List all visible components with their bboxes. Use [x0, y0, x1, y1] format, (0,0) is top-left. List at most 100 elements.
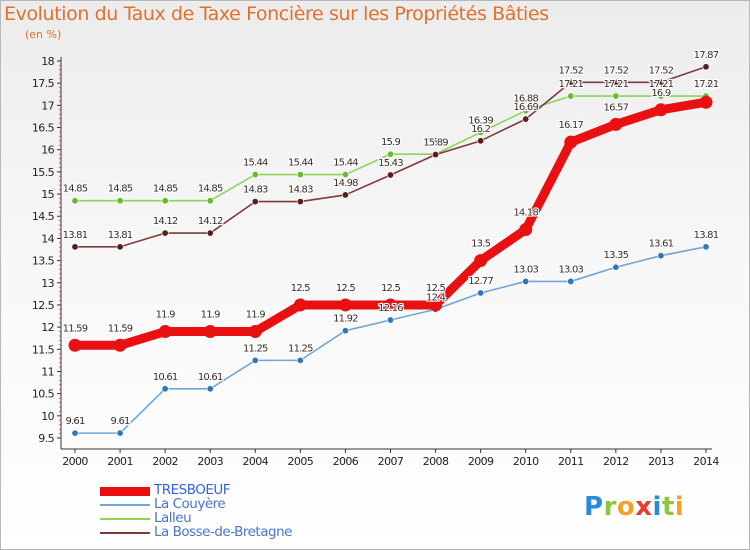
y-tick-label: 13	[41, 277, 54, 290]
data-label-tresboeuf: 12.5	[426, 283, 446, 294]
data-point-lalleu	[161, 197, 169, 205]
data-label-tresboeuf: 16.57	[604, 102, 629, 113]
legend-item-la-bosse-de-bretagne: La Bosse-de-Bretagne	[100, 524, 400, 540]
x-tick-label: 2002	[152, 455, 178, 468]
data-point-la-couy-re	[206, 385, 214, 393]
data-label-lalleu: 15.44	[333, 158, 358, 169]
legend-label: La Bosse-de-Bretagne	[154, 524, 292, 540]
data-point-tresboeuf	[609, 117, 623, 131]
data-label-tresboeuf: 17.07	[694, 80, 719, 91]
data-label-la-bosse-de-bretagne: 14.98	[333, 178, 358, 189]
y-tick-label: 17	[41, 99, 54, 112]
data-label-lalleu: 16.39	[468, 115, 493, 126]
data-label-la-couy-re: 10.61	[153, 372, 178, 383]
data-label-tresboeuf: 12.5	[291, 283, 311, 294]
data-label-la-couy-re: 9.61	[65, 416, 85, 427]
data-point-tresboeuf	[248, 325, 262, 339]
y-tick-label: 14	[41, 232, 54, 245]
data-point-la-couy-re	[161, 385, 169, 393]
data-label-la-bosse-de-bretagne: 17.52	[558, 65, 583, 76]
logo-letter: i	[674, 492, 685, 522]
y-tick-label: 15.5	[32, 166, 55, 179]
data-label-lalleu: 15.44	[288, 158, 313, 169]
data-label-tresboeuf: 11.59	[63, 323, 88, 334]
data-label-la-bosse-de-bretagne: 17.52	[649, 65, 674, 76]
data-label-la-bosse-de-bretagne: 14.12	[153, 216, 178, 227]
data-point-tresboeuf	[654, 103, 668, 117]
data-label-la-bosse-de-bretagne: 14.83	[243, 185, 268, 196]
data-point-la-bosse-de-bretagne	[432, 151, 440, 159]
y-tick-label: 11	[41, 365, 54, 378]
y-tick-label: 17.5	[32, 77, 55, 90]
data-point-la-bosse-de-bretagne	[206, 229, 214, 237]
data-point-la-bosse-de-bretagne	[477, 137, 485, 145]
y-tick-label: 18	[41, 55, 54, 68]
data-label-la-bosse-de-bretagne: 15.43	[378, 158, 403, 169]
data-point-lalleu	[386, 150, 394, 158]
data-point-la-bosse-de-bretagne	[341, 191, 349, 199]
y-tick-label: 11.5	[32, 343, 55, 356]
legend-label: TRESBOEUF	[154, 482, 231, 498]
data-label-la-bosse-de-bretagne: 16.2	[471, 124, 491, 135]
data-point-tresboeuf	[338, 298, 352, 312]
data-label-la-couy-re: 12.16	[378, 303, 403, 314]
y-tick-label: 15	[41, 188, 54, 201]
data-label-la-couy-re: 13.03	[513, 264, 538, 275]
data-label-lalleu: 15.9	[381, 137, 401, 148]
x-tick-label: 2006	[333, 455, 359, 468]
data-label-la-couy-re: 13.03	[558, 264, 583, 275]
data-label-lalleu: 15.9	[426, 137, 446, 148]
data-point-la-couy-re	[702, 243, 710, 251]
x-tick-label: 2008	[423, 455, 449, 468]
data-label-la-bosse-de-bretagne: 13.81	[63, 230, 88, 241]
y-unit-label: (en %)	[25, 28, 62, 41]
data-label-tresboeuf: 11.59	[108, 323, 133, 334]
legend-swatch	[100, 532, 150, 534]
data-label-la-bosse-de-bretagne: 16.69	[513, 102, 538, 113]
data-point-la-bosse-de-bretagne	[612, 78, 620, 86]
data-point-la-bosse-de-bretagne	[522, 115, 530, 123]
x-tick-label: 2004	[242, 455, 268, 468]
series-line-la-couy-re	[74, 246, 707, 434]
data-point-lalleu	[206, 197, 214, 205]
legend-item-lalleu: Lalleu	[100, 510, 400, 526]
logo-letter: t	[661, 492, 675, 522]
proxiti-logo: Proxiti	[584, 492, 684, 522]
data-label-tresboeuf: 12.5	[336, 283, 356, 294]
y-tick-label: 10	[41, 410, 54, 423]
data-label-la-couy-re: 13.61	[649, 239, 674, 250]
logo-letter: x	[635, 492, 653, 522]
x-tick-label: 2007	[378, 455, 404, 468]
data-label-la-couy-re: 12.4	[426, 292, 446, 303]
data-label-tresboeuf: 11.9	[246, 310, 266, 321]
data-point-la-bosse-de-bretagne	[251, 198, 259, 206]
data-point-la-bosse-de-bretagne	[296, 198, 304, 206]
y-tick-label: 13.5	[32, 255, 55, 268]
legend-swatch	[100, 486, 150, 496]
data-point-la-couy-re	[386, 316, 394, 324]
data-label-tresboeuf: 11.9	[201, 310, 221, 321]
data-point-la-couy-re	[296, 356, 304, 364]
data-label-la-bosse-de-bretagne: 14.12	[198, 216, 223, 227]
data-point-la-couy-re	[567, 277, 575, 285]
legend-swatch	[100, 504, 150, 506]
legend: TRESBOEUF La Couyère Lalleu La Bosse-de-Bre…	[100, 482, 400, 540]
data-point-lalleu	[116, 197, 124, 205]
x-tick-label: 2012	[603, 455, 629, 468]
data-point-la-couy-re	[612, 263, 620, 271]
data-point-lalleu	[567, 92, 575, 100]
data-point-tresboeuf	[519, 223, 533, 237]
data-point-la-couy-re	[341, 327, 349, 335]
data-label-la-bosse-de-bretagne: 13.81	[108, 230, 133, 241]
data-label-lalleu: 17.21	[604, 79, 629, 90]
x-tick-label: 2009	[468, 455, 494, 468]
data-label-lalleu: 14.85	[198, 184, 223, 195]
data-point-la-couy-re	[116, 429, 124, 437]
data-label-tresboeuf: 16.9	[651, 88, 671, 99]
y-tick-label: 9.5	[38, 432, 54, 445]
data-point-lalleu	[477, 128, 485, 136]
data-label-la-couy-re: 12.77	[468, 276, 493, 287]
data-point-la-bosse-de-bretagne	[567, 78, 575, 86]
